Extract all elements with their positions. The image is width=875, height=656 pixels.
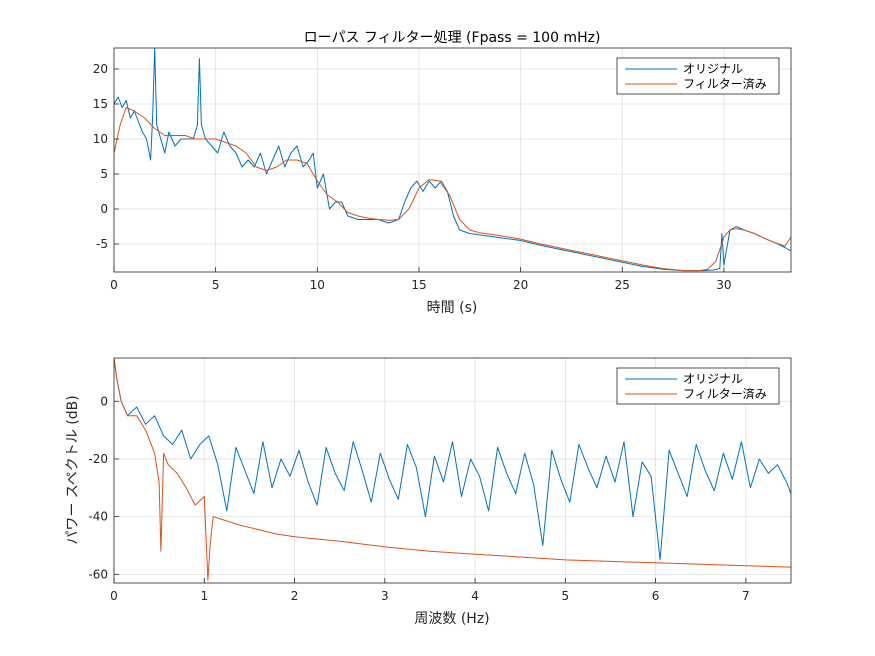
y-tick-label: 15 bbox=[93, 97, 108, 111]
x-tick-label: 0 bbox=[110, 589, 118, 603]
x-tick-label: 6 bbox=[652, 589, 660, 603]
x-tick-label: 1 bbox=[200, 589, 208, 603]
time-plot-title: ローパス フィルター処理 (Fpass = 100 mHz) bbox=[304, 30, 601, 46]
series-line-0 bbox=[114, 358, 791, 561]
y-tick-label: 5 bbox=[100, 167, 108, 181]
spectrum-plot-ylabel: パワー スペクトル (dB) bbox=[65, 395, 81, 544]
x-tick-label: 30 bbox=[716, 278, 731, 292]
y-tick-label: 20 bbox=[93, 62, 108, 76]
legend-entry-0: オリジナル bbox=[683, 372, 743, 386]
time-plot-frame bbox=[113, 47, 792, 273]
series-line-0 bbox=[114, 48, 791, 272]
time-plot-xlabel: 時間 (s) bbox=[427, 300, 478, 316]
x-tick-label: 5 bbox=[562, 589, 570, 603]
legend-box bbox=[616, 367, 780, 405]
y-tick-label: 0 bbox=[100, 394, 108, 408]
series-line-1 bbox=[114, 107, 791, 272]
x-tick-label: 5 bbox=[212, 278, 220, 292]
x-tick-label: 4 bbox=[471, 589, 479, 603]
legend-box bbox=[616, 57, 780, 95]
spectrum-plot-ticks: 0 1 2 3 4 5 6 7 0 -20 -40 -60 bbox=[88, 394, 749, 603]
series-line-1 bbox=[114, 358, 791, 581]
x-tick-label: 7 bbox=[742, 589, 750, 603]
x-tick-label: 20 bbox=[513, 278, 528, 292]
spectrum-plot-xlabel: 周波数 (Hz) bbox=[414, 611, 489, 627]
x-tick-label: 0 bbox=[110, 278, 118, 292]
time-plot: 0 5 10 15 20 25 30 20 15 10 5 0 -5 ローパス フィルター処理 (Fpa… bbox=[93, 30, 792, 316]
y-tick-label: 10 bbox=[93, 132, 108, 146]
spectrum-plot: 0 1 2 3 4 5 6 7 0 -20 -40 -60 周波数 (Hz) パワー スペクトル (d… bbox=[65, 357, 792, 627]
time-plot-series bbox=[114, 48, 791, 272]
x-tick-label: 3 bbox=[381, 589, 389, 603]
y-tick-label: -40 bbox=[88, 510, 108, 524]
x-tick-label: 15 bbox=[411, 278, 426, 292]
x-tick-label: 25 bbox=[615, 278, 630, 292]
y-tick-label: -20 bbox=[88, 452, 108, 466]
y-tick-label: -60 bbox=[88, 567, 108, 581]
y-tick-label: 0 bbox=[100, 202, 108, 216]
legend-entry-0: オリジナル bbox=[683, 62, 743, 76]
x-tick-label: 10 bbox=[310, 278, 325, 292]
time-plot-ticks: 0 5 10 15 20 25 30 20 15 10 5 0 -5 bbox=[93, 62, 732, 292]
x-tick-label: 2 bbox=[291, 589, 299, 603]
spectrum-plot-series bbox=[114, 358, 791, 581]
spectrum-plot-frame bbox=[113, 357, 792, 584]
y-tick-label: -5 bbox=[96, 237, 108, 251]
legend-entry-1: フィルター済み bbox=[683, 386, 767, 401]
legend-entry-1: フィルター済み bbox=[683, 76, 767, 91]
